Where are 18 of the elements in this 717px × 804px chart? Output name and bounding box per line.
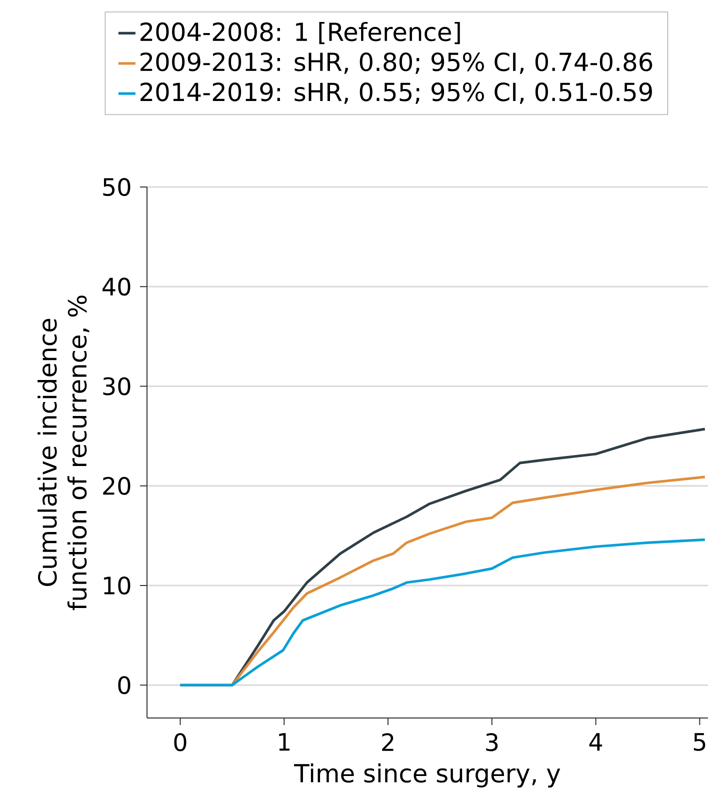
legend-label: 2004-2008: 1 [Reference] [140,22,460,44]
x-tick-label: 4 [589,733,602,751]
x-axis-title: Time since surgery, y [294,763,560,788]
y-tick-label: 30 [103,377,130,396]
legend-label: 2009-2013: sHR, 0.80; 95% CI, 0.74-0.86 [140,52,652,74]
legend-label: 2014-2019: sHR, 0.55; 95% CI, 0.51-0.59 [140,82,652,104]
line-series [178,538,706,686]
y-tick-label: 10 [104,576,130,595]
x-tick-label: 0 [174,733,186,752]
y-axis-title: Cumulative incidence function of recurrence, % [38,296,90,610]
y-tick-label: 40 [102,278,130,296]
y-tick-label: 0 [118,676,130,694]
x-tick-label: 3 [486,733,498,752]
y-tick-label: 50 [103,178,130,196]
x-tick-label: 1 [279,733,290,751]
x-tick-label: 5 [694,733,706,751]
x-tick-label: 2 [382,733,394,751]
y-tick-label: 20 [103,476,130,495]
